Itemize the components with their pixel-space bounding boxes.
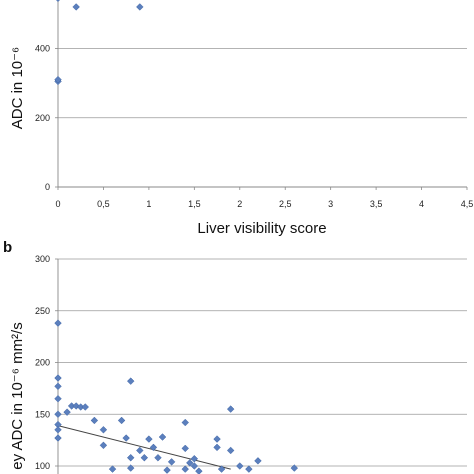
data-point	[163, 466, 171, 474]
data-point	[54, 394, 62, 403]
y-tick-label: 200	[35, 358, 50, 368]
x-tick-label: 3,5	[370, 199, 383, 209]
data-point	[181, 465, 189, 473]
panel-b: 100 150 200 250 300 b ey ADC in 10⁻⁶ mm²/s	[3, 239, 467, 474]
y-axis-title: ey ADC in 10⁻⁶ mm²/s	[9, 322, 26, 469]
data-point	[190, 462, 199, 470]
data-point	[136, 446, 144, 455]
y-tick-label: 250	[35, 306, 50, 316]
data-point	[136, 3, 144, 11]
data-point	[149, 443, 158, 452]
data-point	[213, 443, 221, 452]
y-tick-label: 200	[35, 113, 50, 123]
x-tick-label: 4,5	[461, 199, 474, 209]
data-point	[236, 462, 244, 470]
x-tick-label: 2	[237, 199, 242, 209]
data-point	[145, 435, 153, 443]
data-point	[126, 453, 135, 462]
x-tick-label: 0	[55, 199, 60, 209]
x-tick-label: 4	[419, 199, 424, 209]
data-point	[181, 418, 189, 427]
data-point	[63, 408, 71, 416]
data-point	[126, 377, 135, 385]
data-point	[54, 382, 62, 391]
data-point	[186, 459, 194, 467]
x-axis-title: Liver visibility score	[197, 220, 326, 237]
data-point	[54, 410, 62, 419]
data-point	[158, 433, 167, 441]
data-point	[245, 465, 253, 473]
data-point	[72, 3, 80, 11]
data-point	[190, 455, 199, 463]
data-point	[55, 0, 61, 3]
y-tick-label: 400	[35, 44, 50, 54]
y-tick-label: 100	[35, 461, 50, 471]
data-point	[226, 446, 235, 455]
data-point	[54, 374, 62, 382]
x-tick-label: 1	[146, 199, 151, 209]
data-point	[254, 457, 262, 465]
x-tick-label: 3	[328, 199, 333, 209]
panel-label: b	[3, 239, 12, 256]
trendline	[57, 425, 231, 470]
data-point	[122, 434, 130, 442]
data-point	[99, 426, 108, 434]
y-tick-label: 0	[45, 182, 50, 192]
y-tick-label: 300	[35, 254, 50, 264]
data-point	[226, 405, 235, 413]
data-point	[54, 75, 62, 84]
data-point	[140, 453, 149, 462]
data-point	[126, 464, 135, 472]
data-point	[54, 426, 62, 434]
data-point	[54, 319, 62, 327]
data-point	[154, 453, 162, 462]
data-point	[108, 465, 117, 473]
data-point	[90, 416, 99, 425]
x-tick-label: 1,5	[188, 199, 201, 209]
data-point	[99, 441, 108, 450]
data-point	[117, 416, 126, 425]
y-tick-label: 150	[35, 409, 50, 419]
data-point	[217, 465, 226, 473]
data-point	[54, 434, 62, 442]
x-tick-label: 2,5	[279, 199, 292, 209]
data-point	[213, 435, 221, 443]
data-point	[81, 403, 90, 411]
data-point	[195, 467, 203, 474]
data-point	[290, 464, 299, 472]
x-tick-label: 0,5	[97, 199, 110, 209]
data-point	[181, 444, 189, 453]
y-axis-title: ADC in 10⁻⁶	[9, 47, 26, 129]
data-point	[167, 458, 176, 466]
